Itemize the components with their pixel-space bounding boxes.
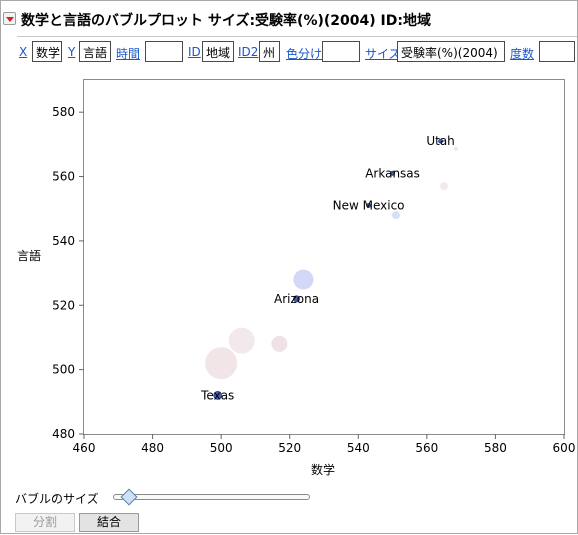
x-tick-label: 500: [210, 441, 233, 455]
x-tick-label: 540: [347, 441, 370, 455]
title-divider: [17, 36, 577, 37]
y-tick-label: 500: [52, 363, 75, 377]
x-tick-label: 480: [141, 441, 164, 455]
role-freq-field[interactable]: [539, 41, 575, 62]
title-bar: 数学と言語のバブルプロット サイズ:受験率(%)(2004) ID:地域: [1, 1, 577, 37]
split-button[interactable]: 分割: [15, 513, 75, 532]
role-y-link[interactable]: Y: [68, 45, 76, 59]
role-id-link[interactable]: ID: [188, 45, 201, 59]
bubble-size-slider-thumb[interactable]: [120, 488, 138, 506]
y-tick-label: 580: [52, 105, 75, 119]
x-tick-label: 560: [415, 441, 438, 455]
bubble-size-label: バブルのサイズ: [15, 492, 99, 506]
role-x-link[interactable]: X: [19, 45, 28, 59]
y-tick-label: 520: [52, 298, 75, 312]
report-title: 数学と言語のバブルプロット サイズ:受験率(%)(2004) ID:地域: [21, 13, 431, 29]
role-id-field[interactable]: 地域: [202, 41, 234, 62]
y-tick-label: 540: [52, 234, 75, 248]
role-bar: X 数学 Y 言語 時間 ID 地域 ID2 州 色分け サイズ 受験率(%)(…: [1, 39, 577, 65]
role-freq-link[interactable]: 度数: [510, 47, 535, 61]
bubble-size-slider[interactable]: [113, 494, 310, 500]
y-tick-label: 560: [52, 170, 75, 184]
y-axis-label: 言語: [17, 249, 42, 263]
role-x-field[interactable]: 数学: [32, 41, 62, 62]
role-color-field[interactable]: [322, 41, 360, 62]
role-color-link[interactable]: 色分け: [286, 47, 323, 61]
role-y-field[interactable]: 言語: [79, 41, 111, 62]
role-id2-field[interactable]: 州: [259, 41, 280, 62]
role-time-link[interactable]: 時間: [116, 47, 141, 61]
y-tick-label: 480: [52, 427, 75, 441]
x-axis-label: 数学: [311, 463, 336, 477]
x-tick-label: 520: [278, 441, 301, 455]
red-triangle-menu-icon[interactable]: [3, 12, 16, 25]
role-id2-link[interactable]: ID2: [238, 45, 259, 59]
x-tick-label: 460: [73, 441, 96, 455]
x-tick-label: 580: [484, 441, 507, 455]
role-size-link[interactable]: サイズ: [365, 47, 401, 61]
role-time-field[interactable]: [145, 41, 183, 62]
x-tick-label: 600: [553, 441, 576, 455]
combine-button[interactable]: 結合: [79, 513, 139, 532]
plot-frame[interactable]: [83, 79, 565, 435]
role-size-field[interactable]: 受験率(%)(2004): [397, 41, 505, 62]
